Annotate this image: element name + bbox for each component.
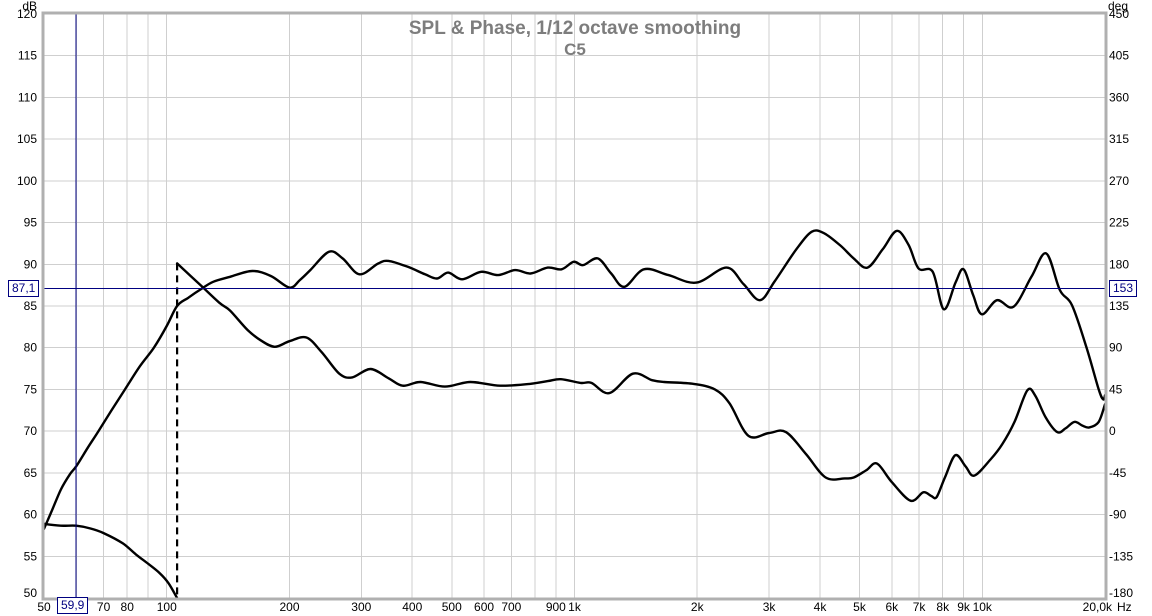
y-right-tick-label: 180 [1109, 257, 1129, 271]
x-tick-label: 10k [973, 600, 993, 614]
x-tick-label: 5k [853, 600, 867, 614]
x-tick-label: 7k [913, 600, 927, 614]
y-left-tick-label: 55 [24, 549, 38, 563]
y-right-tick-label: -180 [1109, 586, 1133, 600]
y-right-tick-label: 45 [1109, 382, 1123, 396]
y-right-tick-label: -45 [1109, 466, 1127, 480]
y-left-tick-label: 115 [18, 49, 37, 63]
y-right-tick-label: 90 [1109, 341, 1123, 355]
y-left-tick-label: 95 [24, 216, 38, 230]
y-right-tick-label: 405 [1109, 49, 1129, 63]
grid-layer [43, 13, 1106, 599]
cursor-deg-value[interactable]: 153 [1109, 280, 1138, 297]
spl-curve [42, 229, 1107, 530]
x-tick-label: 70 [97, 600, 111, 614]
plot-border [41, 11, 1108, 601]
y-left-tick-label: 80 [24, 341, 38, 355]
y-right-tick-label: 225 [1109, 216, 1129, 230]
y-right-tick-label: 360 [1109, 90, 1129, 104]
phase-curve [175, 262, 1107, 503]
y-left-tick-label: 75 [24, 382, 38, 396]
y-left-tick-label: 70 [24, 424, 38, 438]
chart-title: SPL & Phase, 1/12 octave smoothing [409, 18, 741, 39]
x-tick-label: 4k [814, 600, 828, 614]
y-left-tick-label: 60 [24, 508, 38, 522]
cursor-db-value[interactable]: 87,1 [8, 280, 40, 297]
y-right-tick-label: -135 [1109, 549, 1133, 563]
y-right-tick-label: 450 [1109, 7, 1129, 21]
x-tick-label: 80 [121, 600, 135, 614]
phase-curve [42, 522, 179, 600]
y-left-tick-label: 110 [18, 90, 37, 104]
left-axis-unit: dB [22, 0, 37, 13]
x-tick-label: 200 [279, 600, 299, 614]
x-tick-label: 8k [936, 600, 950, 614]
y-left-tick-label: 90 [24, 257, 38, 271]
x-tick-label: 700 [501, 600, 521, 614]
x-tick-label: 100 [157, 600, 177, 614]
x-tick-label: 500 [442, 600, 462, 614]
x-tick-label: 1k [568, 600, 582, 614]
y-left-tick-label: 50 [24, 586, 38, 600]
right-axis-unit: deg [1108, 0, 1128, 13]
y-left-tick-label: 65 [24, 466, 38, 480]
cursor-layer [44, 14, 1105, 598]
x-tick-label: 300 [351, 600, 371, 614]
y-left-tick-label: 105 [17, 132, 37, 146]
chart-subtitle: C5 [564, 40, 586, 59]
x-tick-label: 6k [885, 600, 899, 614]
y-right-tick-label: 315 [1109, 132, 1129, 146]
curve-layer [42, 229, 1107, 600]
x-tick-label: 400 [402, 600, 422, 614]
y-right-tick-label: 270 [1109, 174, 1129, 188]
tick-layer: 1201151101051009590858075706560555045040… [17, 7, 1133, 614]
x-tick-label: 9k [957, 600, 971, 614]
x-tick-label: 900 [546, 600, 566, 614]
y-left-tick-label: 85 [24, 299, 38, 313]
cursor-freq-value[interactable]: 59,9 [57, 597, 89, 614]
y-left-tick-label: 120 [17, 7, 37, 21]
x-tick-label: 3k [763, 600, 777, 614]
x-tick-label: 20,0k [1083, 600, 1113, 614]
x-axis-unit: Hz [1117, 600, 1132, 614]
y-right-tick-label: -90 [1109, 508, 1127, 522]
x-tick-label: 600 [474, 600, 494, 614]
y-left-tick-label: 100 [17, 174, 37, 188]
y-right-tick-label: 135 [1109, 299, 1129, 313]
y-right-tick-label: 0 [1109, 424, 1116, 438]
x-tick-label: 50 [37, 600, 51, 614]
x-tick-label: 2k [691, 600, 705, 614]
